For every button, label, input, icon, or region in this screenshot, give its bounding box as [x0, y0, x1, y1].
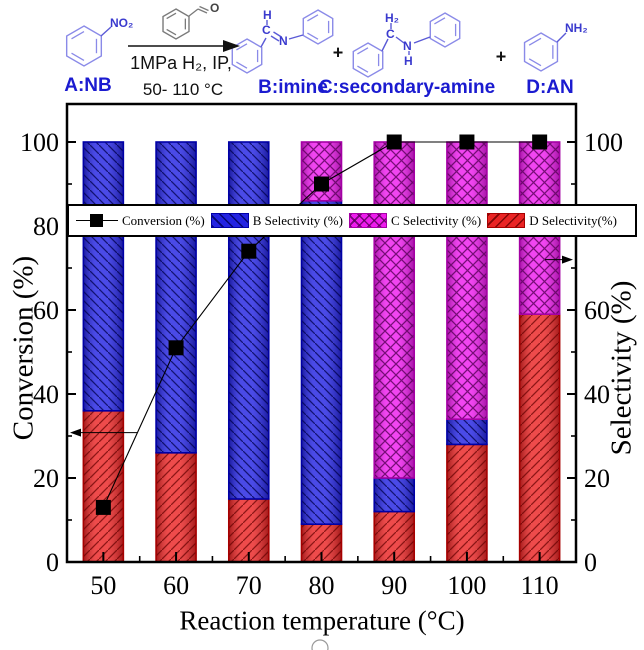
x-tick-label: 110: [521, 571, 559, 600]
legend-label-conversion: Conversion (%): [122, 212, 205, 228]
right-y-tick-label: 0: [584, 548, 597, 577]
benzene-ring: [352, 42, 384, 78]
bar-segment-D-70[interactable]: [227, 498, 270, 563]
legend: Conversion (%) B Selectivity (%) C Selec…: [67, 204, 637, 237]
conversion-marker-80[interactable]: [314, 176, 329, 192]
legend-item-conversion[interactable]: Conversion (%): [76, 213, 205, 229]
right-axis-title: Selectivity (%): [605, 280, 638, 456]
bar-segment-D-100[interactable]: [446, 443, 488, 563]
plus-sign-1: +: [332, 42, 344, 63]
product-b-label: B:imine: [258, 77, 328, 98]
benzene-ring: [231, 38, 263, 74]
conversion-marker-70[interactable]: [241, 243, 257, 259]
left-y-tick-label: 40: [33, 380, 59, 409]
left-y-tick-label: 20: [33, 464, 59, 493]
reaction-scheme: NO₂ O H C N H₂ C N H NH₂ 1MPa H₂, IP, 50…: [0, 0, 644, 100]
left-axis-arrow: [70, 428, 137, 437]
bar-segment-B-80[interactable]: [300, 200, 343, 525]
legend-item-d-selectivity[interactable]: D Selectivity(%): [487, 213, 617, 229]
product-d-label: D:AN: [526, 77, 574, 98]
left-y-tick-label: 60: [33, 296, 59, 325]
legend-label-c-selectivity: C Selectivity (%): [390, 212, 482, 228]
right-y-tick-label: 20: [584, 464, 610, 493]
nh2-atom-label: NH₂: [565, 21, 588, 35]
reaction-conditions-line1: 1MPa H₂, IP,: [130, 53, 232, 73]
product-c-label: C:secondary-amine: [318, 77, 496, 98]
benzene-ring: [523, 32, 559, 72]
amine-nh-h-atom-label: H: [404, 54, 413, 68]
x-tick-label: 90: [381, 571, 407, 600]
conversion-marker-60[interactable]: [168, 340, 184, 356]
b-selectivity-swatch: [210, 213, 249, 228]
bar-segment-C-100[interactable]: [446, 141, 488, 421]
bar-segment-D-50[interactable]: [82, 409, 125, 563]
plus-sign-2: +: [495, 46, 507, 67]
bar-segment-B-100[interactable]: [446, 418, 488, 446]
x-tick-label: 80: [309, 571, 335, 600]
conversion-marker-50[interactable]: [95, 499, 111, 515]
right-y-tick-label: 40: [584, 380, 610, 409]
reaction-conditions-line2: 50- 110 °C: [142, 80, 224, 99]
benzene-ring: [302, 9, 334, 45]
imine-c-atom-label: C: [262, 23, 271, 37]
plot-canvas: 0020204040606080801001005060708090100110: [20, 102, 623, 650]
bar-segment-D-60[interactable]: [155, 451, 197, 563]
amine-h2-atom-label: H₂: [385, 11, 399, 25]
conversion-legend-marker: [76, 214, 118, 227]
left-y-tick-label: 0: [46, 548, 59, 577]
reaction-scheme-drawing: [65, 5, 567, 78]
conversion-marker-90[interactable]: [386, 134, 402, 150]
bar-segment-D-110[interactable]: [518, 313, 561, 563]
amine-n-atom-label: N: [403, 39, 412, 53]
legend-item-c-selectivity[interactable]: C Selectivity (%): [348, 212, 482, 229]
bar-segment-B-70[interactable]: [227, 141, 270, 500]
amine-c-atom-label: C: [386, 27, 395, 41]
x-tick-label: 60: [163, 571, 189, 600]
watermark-circle: [311, 639, 329, 650]
bar-segment-D-90[interactable]: [373, 510, 416, 563]
reactant-label: A:NB: [64, 75, 112, 96]
bar-segment-B-90[interactable]: [373, 477, 416, 513]
benzene-ring: [162, 8, 190, 40]
legend-label-d-selectivity: D Selectivity(%): [529, 212, 617, 228]
no2-atom-label: NO₂: [110, 16, 134, 30]
c-selectivity-swatch: [348, 213, 387, 228]
right-y-tick-label: 100: [584, 128, 623, 157]
legend-label-b-selectivity: B Selectivity (%): [252, 212, 343, 228]
legend-item-b-selectivity[interactable]: B Selectivity (%): [210, 212, 343, 229]
chart-area: 0020204040606080801001005060708090100110…: [0, 100, 644, 650]
conversion-marker-100[interactable]: [459, 134, 475, 150]
left-y-tick-label: 80: [33, 212, 59, 241]
bar-segment-B-50[interactable]: [82, 141, 125, 412]
right-axis-arrow: [545, 255, 573, 264]
right-y-tick-label: 60: [584, 296, 610, 325]
d-selectivity-swatch: [487, 213, 526, 228]
left-axis-title: Conversion (%): [7, 255, 40, 441]
x-tick-label: 100: [447, 571, 486, 600]
imine-n-atom-label: N: [279, 34, 288, 48]
bar-segment-C-80[interactable]: [300, 141, 343, 202]
benzene-ring: [429, 12, 461, 48]
left-y-tick-label: 100: [20, 128, 59, 157]
bar-segment-B-60[interactable]: [155, 141, 197, 454]
x-axis-title: Reaction temperature (°C): [179, 605, 465, 636]
x-tick-label: 70: [236, 571, 262, 600]
conversion-marker-110[interactable]: [532, 134, 548, 150]
reaction-arrow-head: [223, 40, 240, 52]
x-tick-label: 50: [90, 571, 116, 600]
bar-segment-C-90[interactable]: [373, 141, 416, 479]
aldehyde-o-atom-label: O: [210, 1, 220, 15]
benzene-ring: [65, 25, 103, 67]
imine-h-atom-label: H: [263, 8, 272, 22]
bar-segment-D-80[interactable]: [300, 523, 343, 563]
